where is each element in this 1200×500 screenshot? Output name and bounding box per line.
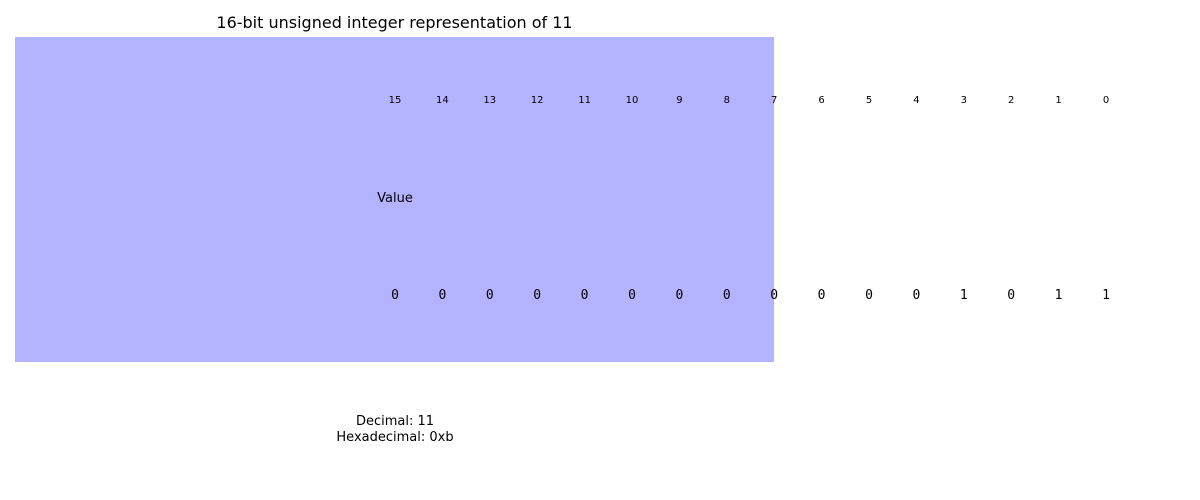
bit-value-13: 0 bbox=[485, 288, 494, 303]
bit-value-6: 0 bbox=[817, 288, 826, 303]
bit-value-14: 0 bbox=[438, 288, 447, 303]
bit-position-14: 14 bbox=[436, 95, 449, 106]
bit-value-12: 0 bbox=[533, 288, 542, 303]
highlight-band bbox=[15, 37, 774, 362]
bit-position-1: 1 bbox=[1055, 95, 1062, 106]
row-label-value: Value bbox=[377, 191, 413, 206]
bit-value-8: 0 bbox=[722, 288, 731, 303]
bit-position-0: 0 bbox=[1102, 95, 1110, 106]
bit-position-15: 15 bbox=[388, 95, 402, 106]
bit-position-7: 7 bbox=[771, 95, 778, 106]
bit-position-6: 6 bbox=[818, 95, 825, 106]
bit-value-0: 1 bbox=[1102, 288, 1110, 303]
bit-value-7: 0 bbox=[770, 288, 779, 303]
bit-value-4: 0 bbox=[912, 288, 921, 303]
bit-value-11: 0 bbox=[580, 288, 589, 303]
number-summary: Decimal: 11 Hexadecimal: 0xb bbox=[245, 414, 545, 446]
diagram-title: 16-bit unsigned integer representation o… bbox=[216, 13, 573, 32]
bit-position-13: 13 bbox=[483, 95, 497, 106]
bit-value-1: 1 bbox=[1054, 288, 1063, 303]
decimal-label: Decimal: 11 bbox=[355, 414, 435, 429]
bit-value-5: 0 bbox=[865, 288, 873, 303]
bit-position-2: 2 bbox=[1008, 95, 1015, 106]
bit-position-11: 11 bbox=[578, 95, 591, 106]
bit-position-4: 4 bbox=[913, 95, 920, 106]
bit-position-9: 9 bbox=[676, 95, 683, 106]
bit-value-3: 1 bbox=[959, 288, 968, 303]
bit-position-3: 3 bbox=[960, 95, 967, 106]
bit-value-15: 0 bbox=[391, 288, 399, 303]
bit-value-2: 0 bbox=[1007, 288, 1016, 303]
hex-label: Hexadecimal: 0xb bbox=[336, 430, 454, 445]
bit-value-9: 0 bbox=[675, 288, 684, 303]
bit-position-5: 5 bbox=[865, 95, 873, 106]
bit-position-12: 12 bbox=[530, 95, 544, 106]
bit-position-10: 10 bbox=[625, 95, 639, 106]
bit-position-8: 8 bbox=[723, 95, 730, 106]
bit-value-10: 0 bbox=[628, 288, 636, 303]
